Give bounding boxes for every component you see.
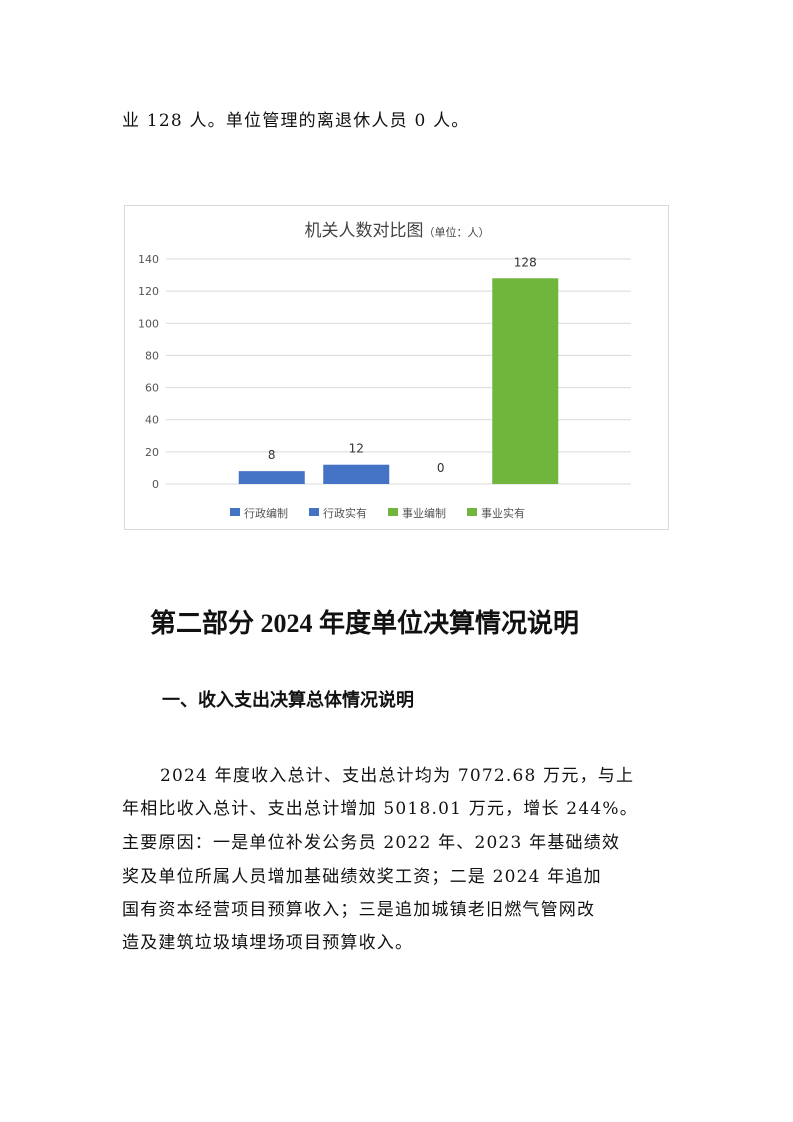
paragraph-line: 2024 年度收入总计、支出总计均为 7072.68 万元，与上 xyxy=(160,766,635,786)
y-tick-label: 80 xyxy=(145,349,159,362)
y-tick-label: 60 xyxy=(145,382,159,395)
data-label: 8 xyxy=(268,448,276,462)
section-title: 第二部分 2024 年度单位决算情况说明 xyxy=(150,609,580,638)
bar xyxy=(323,464,390,484)
chart-title: 机关人数对比图（单位：人） xyxy=(305,221,490,241)
paragraph-line: 年相比收入总计、支出总计增加 5018.01 万元，增长 244%。 xyxy=(122,799,638,819)
legend-swatch xyxy=(309,508,319,516)
data-label: 0 xyxy=(437,461,445,475)
paragraph-line: 国有资本经营项目预算收入；三是追加城镇老旧燃气管网改 xyxy=(122,900,596,920)
y-tick-label: 100 xyxy=(138,317,159,330)
legend-swatch xyxy=(230,508,240,516)
legend-label: 行政编制 xyxy=(244,506,288,520)
paragraph-line: 造及建筑垃圾填埋场项目预算收入。 xyxy=(122,933,414,953)
y-tick-label: 120 xyxy=(138,285,159,298)
chart-title-text: 机关人数对比图 xyxy=(305,221,424,241)
legend-swatch xyxy=(388,508,398,516)
data-label: 128 xyxy=(514,255,537,269)
y-tick-label: 0 xyxy=(152,478,159,491)
legend-label: 行政实有 xyxy=(323,506,367,520)
y-tick-label: 20 xyxy=(145,446,159,459)
data-label: 12 xyxy=(349,442,364,456)
legend-label: 事业实有 xyxy=(481,506,525,520)
bar xyxy=(238,471,305,484)
legend-label: 事业编制 xyxy=(402,506,446,520)
paragraph-line: 主要原因：一是单位补发公务员 2022 年、2023 年基础绩效 xyxy=(122,833,621,853)
y-tick-label: 140 xyxy=(138,253,159,266)
chart-title-unit: （单位：人） xyxy=(424,225,490,239)
paragraph-line: 奖及单位所属人员增加基础绩效奖工资；二是 2024 年追加 xyxy=(122,867,602,887)
subsection-title: 一、收入支出决算总体情况说明 xyxy=(162,690,414,711)
staff-comparison-chart: 机关人数对比图（单位：人） 0 20 40 60 80 100 120 140 8 12 0 128 行… xyxy=(124,205,669,530)
y-tick-label: 40 xyxy=(145,414,159,427)
body-text-line: 业 128 人。单位管理的离退休人员 0 人。 xyxy=(122,111,470,131)
bar xyxy=(492,278,559,484)
legend-swatch xyxy=(467,508,477,516)
